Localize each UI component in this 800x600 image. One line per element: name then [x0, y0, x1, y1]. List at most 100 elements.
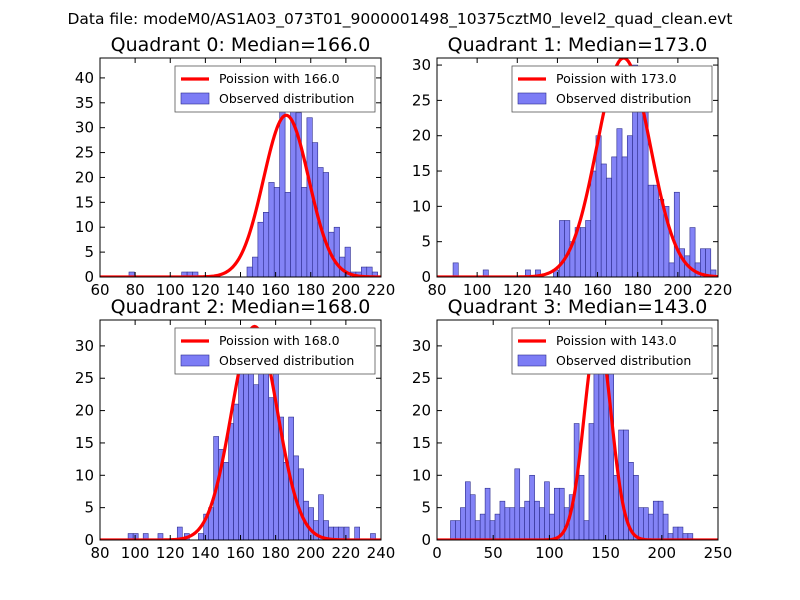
histogram-bar — [514, 468, 521, 540]
histogram-bar — [142, 533, 149, 540]
y-tick-label: 15 — [75, 434, 94, 452]
legend: Poission with 166.0 Observed distribution — [174, 65, 376, 113]
histogram-bar — [455, 520, 461, 540]
histogram-bar — [465, 481, 471, 540]
y-tick-label: 0 — [421, 531, 431, 549]
histogram-bar — [252, 256, 259, 277]
histogram-bar — [301, 187, 308, 277]
histogram-bar — [279, 97, 286, 277]
histogram-bar — [687, 533, 694, 540]
y-tick-label: 35 — [75, 94, 94, 112]
histogram-bar — [482, 269, 489, 277]
plot-area — [437, 58, 718, 277]
poisson-curve — [437, 58, 718, 277]
y-tick-label: 5 — [421, 233, 431, 251]
histogram-bar — [539, 507, 545, 540]
panel-quadrant-3: Quadrant 3: Median=143.0 0 50 100 150 200 250 0… — [412, 296, 732, 562]
y-tick-label: 5 — [421, 499, 431, 517]
legend-box — [174, 327, 376, 375]
histogram-bar — [613, 474, 619, 540]
histogram-bar — [298, 468, 304, 540]
histogram-bar — [469, 494, 476, 540]
panel-title: Quadrant 0: Median=166.0 — [111, 34, 371, 56]
histogram-bar — [223, 462, 229, 540]
x-tick-label: 200 — [664, 281, 693, 299]
histogram-bar — [578, 474, 585, 540]
histogram-bar — [534, 500, 540, 540]
histogram-bar — [474, 520, 481, 540]
x-tick-label: 140 — [226, 281, 255, 299]
histogram-bar — [489, 520, 496, 540]
x-tick-label: 150 — [591, 544, 620, 562]
legend-box — [511, 65, 713, 113]
y-tick-label: 0 — [84, 268, 94, 286]
histogram-bar — [583, 520, 590, 540]
histogram-bar — [663, 206, 670, 277]
x-tick-label: 140 — [543, 281, 572, 299]
legend-curve-label: Poission with 166.0 — [219, 71, 340, 86]
x-tick-label: 140 — [191, 544, 220, 562]
histogram-bar — [621, 156, 628, 277]
y-tick-label: 40 — [75, 69, 94, 87]
histogram-bar — [258, 345, 264, 540]
legend-hist-label: Observed distribution — [556, 353, 691, 368]
panel-title: Quadrant 3: Median=143.0 — [448, 296, 708, 318]
x-tick-label: 100 — [535, 544, 564, 562]
y-tick-label: 5 — [84, 499, 94, 517]
histogram-bar — [284, 192, 291, 277]
x-tick-label: 220 — [367, 281, 396, 299]
panel-title: Quadrant 1: Median=173.0 — [448, 34, 708, 56]
histogram-bar — [668, 262, 675, 277]
histogram-bar — [479, 513, 486, 540]
histogram-bar — [643, 507, 649, 540]
histogram-bar — [677, 526, 684, 540]
x-tick-label: 160 — [226, 544, 255, 562]
histogram-bar — [672, 526, 679, 540]
histogram-bar — [450, 520, 456, 540]
y-tick-label: 15 — [412, 434, 431, 452]
histogram-bar — [333, 226, 340, 277]
legend-hist-label: Observed distribution — [556, 91, 691, 106]
panel-title: Quadrant 2: Median=168.0 — [111, 296, 371, 318]
histogram-bar — [257, 221, 264, 277]
y-tick-label: 15 — [412, 162, 431, 180]
histogram-bar — [344, 246, 351, 277]
histogram-bar — [606, 177, 612, 277]
y-tick-label: 25 — [412, 369, 431, 387]
x-tick-label: 180 — [623, 281, 652, 299]
x-tick-label: 100 — [121, 544, 150, 562]
histogram-bar — [611, 156, 618, 277]
histogram-bar — [460, 507, 466, 540]
histogram-bar — [354, 526, 360, 540]
x-tick-label: 200 — [332, 281, 361, 299]
x-tick-label: 120 — [503, 281, 532, 299]
histogram-bar — [132, 533, 139, 540]
histogram-bar — [198, 533, 204, 540]
x-tick-label: 50 — [484, 544, 503, 562]
axes-frame — [436, 57, 719, 278]
legend: Poission with 143.0 Observed distribution — [511, 327, 713, 375]
x-tick-label: 200 — [296, 544, 325, 562]
x-tick-label: 120 — [191, 281, 220, 299]
panel-quadrant-0: Quadrant 0: Median=166.060 80 100 120 140 160… — [75, 34, 395, 299]
histogram-bar — [705, 248, 712, 277]
legend-curve-label: Poission with 173.0 — [556, 71, 677, 86]
histogram-bar — [633, 474, 639, 540]
legend-hist-swatch — [180, 354, 210, 367]
x-tick-label: 240 — [367, 544, 396, 562]
histogram-bar — [600, 163, 607, 277]
legend-curve-label: Poission with 168.0 — [219, 333, 340, 348]
y-tick-label: 30 — [75, 337, 94, 355]
histogram-bar — [710, 269, 717, 277]
legend-hist-label: Observed distribution — [219, 91, 354, 106]
legend-hist-label: Observed distribution — [219, 353, 354, 368]
histogram-bar — [647, 184, 654, 277]
x-tick-label: 60 — [90, 281, 109, 299]
histogram-bar — [588, 423, 595, 540]
panel-quadrant-1: Quadrant 1: Median=173.080 100 120 140 160 18… — [412, 34, 732, 299]
axes-frame — [436, 319, 719, 541]
y-tick-label: 0 — [421, 268, 431, 286]
legend-box — [511, 327, 713, 375]
histogram-bar — [535, 269, 541, 277]
